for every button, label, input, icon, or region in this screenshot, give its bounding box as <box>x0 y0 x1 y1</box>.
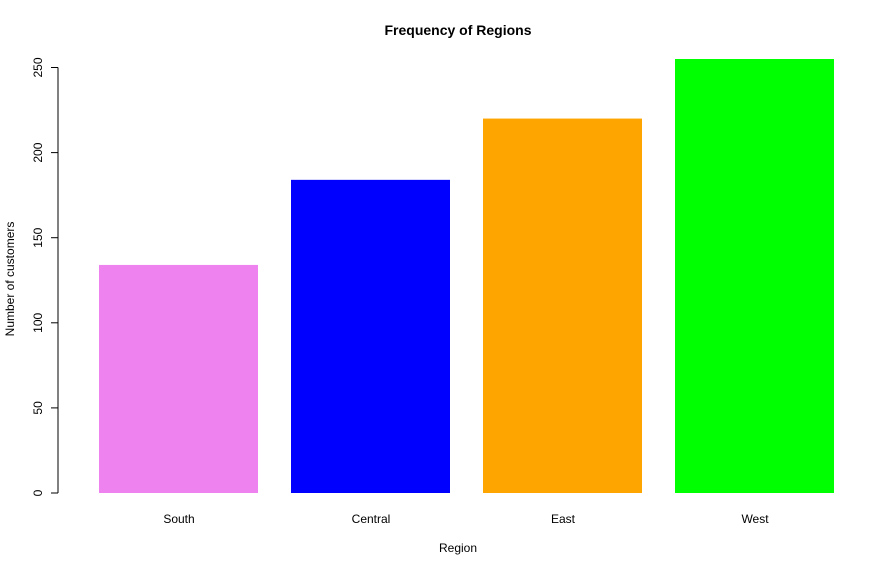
y-axis: 0 50 100 150 200 250 <box>31 57 59 496</box>
bars-group <box>99 59 834 493</box>
bar-west <box>675 59 834 493</box>
x-axis-title: Region <box>439 541 477 555</box>
x-tick-label-east: East <box>551 512 576 526</box>
y-tick-label: 200 <box>31 142 45 162</box>
bar-east <box>483 118 642 493</box>
x-tick-label-west: West <box>741 512 769 526</box>
y-axis-title: Number of customers <box>3 222 17 337</box>
x-axis-labels: South Central East West <box>163 512 769 526</box>
y-tick-label: 100 <box>31 312 45 332</box>
y-tick-label: 150 <box>31 227 45 247</box>
x-tick-label-south: South <box>163 512 194 526</box>
chart-title: Frequency of Regions <box>384 22 531 38</box>
bar-central <box>291 179 450 493</box>
bar-south <box>99 264 258 493</box>
y-tick-label: 50 <box>31 401 45 415</box>
y-tick-label: 250 <box>31 57 45 77</box>
x-tick-label-central: Central <box>352 512 391 526</box>
y-tick-label: 0 <box>31 489 45 496</box>
